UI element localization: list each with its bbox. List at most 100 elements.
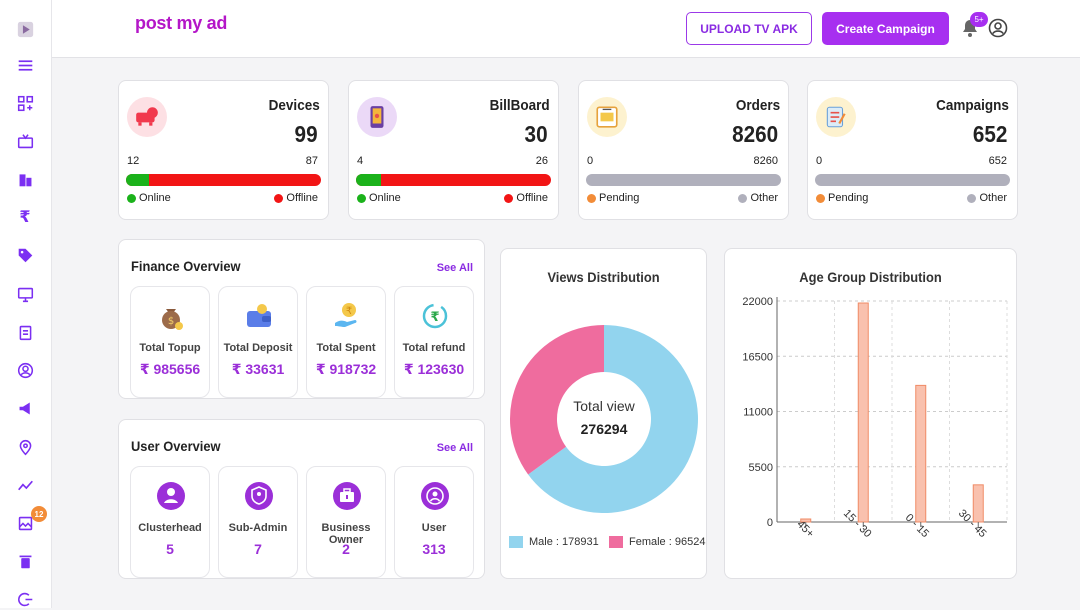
bar-15-30[interactable] [857,302,869,523]
finance-item-label: Total Spent [316,342,376,354]
logout-icon[interactable] [14,588,36,610]
tv-icon[interactable] [14,130,36,152]
stat-value: 8260 [731,121,778,147]
y-tick-label: 22000 [742,296,773,308]
donut-slice-female[interactable] [510,325,604,475]
views-donut-chart: Total view 276294 [510,325,698,513]
money-bag-icon: $ [154,299,188,333]
stat-min-value: 12 [127,155,140,167]
stat-progress-bar [815,174,1010,186]
users-item-business-owner[interactable]: Business Owner 2 [306,466,386,578]
briefcase-icon [330,479,364,513]
y-tick-label: 5500 [749,462,773,474]
stat-progress-bar [356,174,551,186]
stat-min-value: 4 [357,155,364,167]
dashboard-icon[interactable] [14,92,36,114]
legend-dot [504,193,514,203]
profile-icon[interactable] [988,18,1008,38]
stat-progress-bar [586,174,781,186]
legend-label: Pending [828,192,869,204]
users-item-clusterhead[interactable]: Clusterhead 5 [130,466,210,578]
legend-female-label: Female : 96524 [629,536,706,548]
svg-text:₹: ₹ [430,310,439,325]
legend-dot [274,193,284,203]
finance-item-value: ₹ 123630 [403,361,465,377]
legend-pending: Pending [816,192,868,204]
top-bar: post my ad UPLOAD TV APK Create Campaign… [52,0,1080,58]
stat-progress-bar [126,174,321,186]
finance-overview-card: Finance Overview See All $ Total Topup ₹… [118,239,485,399]
stat-value: 30 [524,121,548,147]
y-tick-label: 11000 [743,407,773,419]
views-distribution-title: Views Distribution [547,269,660,285]
refund-icon: ₹ [418,299,452,333]
legend-label: Pending [599,192,640,204]
finance-item-label: Total Deposit [223,342,293,354]
donut-center-label: Total view [573,398,635,414]
legend-online: Online [127,192,171,204]
y-tick-label: 16500 [742,351,773,363]
clipboard-icon[interactable] [14,321,36,343]
users-item-user[interactable]: User 313 [394,466,474,578]
legend-pending: Pending [587,192,639,204]
tag-icon[interactable] [14,244,36,266]
stat-billboard-icon [357,97,397,137]
stat-card-orders[interactable]: Orders 8260 0 8260 Pending Other [578,80,789,220]
legend-male-swatch [509,536,523,548]
legend-male-label: Male : 178931 [529,536,599,548]
stat-min-value: 0 [816,155,823,167]
stat-card-devices[interactable]: Devices 99 12 87 Online Offline [118,80,329,220]
menu-icon[interactable] [14,54,36,76]
play-logo-icon[interactable] [14,18,36,40]
finance-item-total-deposit[interactable]: Total Deposit ₹ 33631 [218,286,298,398]
finance-item-label: Total Topup [139,342,201,354]
bar-0-15[interactable] [915,384,927,523]
gallery-icon[interactable] [14,512,36,534]
create-campaign-button[interactable]: Create Campaign [822,12,949,45]
finance-item-total-refund[interactable]: ₹ Total refund ₹ 123630 [394,286,474,398]
svg-text:₹: ₹ [346,306,352,317]
legend-dot [738,193,748,203]
finance-item-total-spent[interactable]: ₹ Total Spent ₹ 918732 [306,286,386,398]
svg-text:$: $ [168,316,174,327]
rupee-icon[interactable]: ₹ [19,209,31,226]
trend-icon[interactable] [14,474,36,496]
stat-title: Devices [268,97,320,114]
user-see-all-link[interactable]: See All [436,442,473,454]
trash-icon[interactable] [14,550,36,572]
notification-count-badge: 5+ [970,12,988,27]
monitor-icon[interactable] [14,283,36,305]
upload-tv-apk-button[interactable]: UPLOAD TV APK [686,12,812,45]
users-item-label: Clusterhead [138,522,202,534]
megaphone-icon[interactable] [14,397,36,419]
stat-campaigns-icon [816,97,856,137]
user-circle-icon[interactable] [14,359,36,381]
views-distribution-card: Views Distribution Total view 276294 Male… [500,248,707,579]
location-pin-icon[interactable] [14,436,36,458]
finance-item-total-topup[interactable]: $ Total Topup ₹ 985656 [130,286,210,398]
stat-devices-icon [127,97,167,137]
donut-slice-male[interactable] [528,325,698,513]
stat-max-value: 8260 [753,155,778,167]
stat-title: BillBoard [489,97,550,114]
user-icon [418,479,452,513]
app-logo[interactable]: post my ad [135,13,228,33]
stat-card-campaigns[interactable]: Campaigns 652 0 652 Pending Other [807,80,1018,220]
legend-label: Other [750,192,778,204]
stat-card-billboard[interactable]: BillBoard 30 4 26 Online Offline [348,80,559,220]
finance-overview-title: Finance Overview [131,258,241,274]
stat-title: Campaigns [936,97,1009,114]
stat-max-value: 26 [535,155,548,167]
finance-item-value: ₹ 33631 [231,361,285,377]
legend-online: Online [357,192,401,204]
building-icon[interactable] [14,168,36,190]
stat-title: Orders [735,97,780,114]
legend-offline: Offline [274,192,318,204]
age-group-title: Age Group Distribution [799,269,942,285]
finance-see-all-link[interactable]: See All [436,262,473,274]
person-icon [154,479,188,513]
users-item-sub-admin[interactable]: Sub-Admin 7 [218,466,298,578]
users-item-value: 5 [166,541,174,557]
legend-female: Female : 96524 [609,536,705,548]
legend-label: Other [979,192,1007,204]
